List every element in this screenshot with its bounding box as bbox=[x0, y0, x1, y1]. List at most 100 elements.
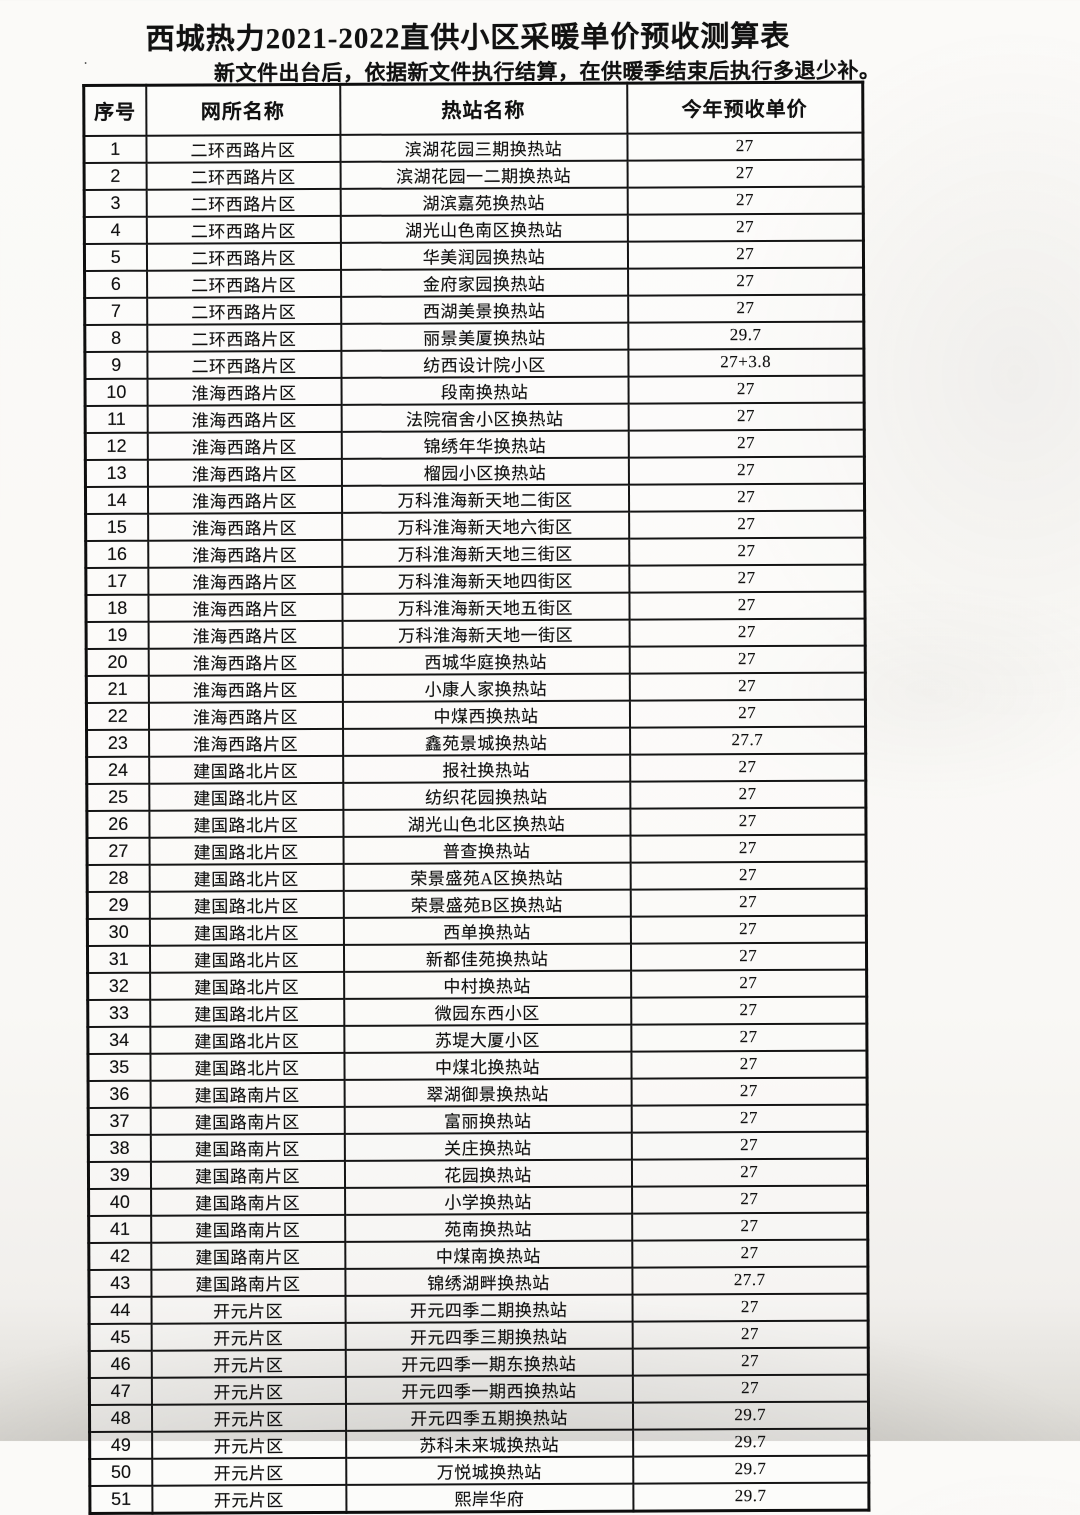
price-value: 27 bbox=[628, 483, 865, 512]
row-index: 6 bbox=[84, 270, 147, 298]
network-name: 建国路北片区 bbox=[148, 755, 343, 784]
table-row: 12 淮海西路片区 锦绣年华换热站 27 bbox=[85, 429, 865, 460]
network-name: 建国路北片区 bbox=[148, 782, 343, 811]
price-value: 27 bbox=[628, 510, 865, 539]
row-index: 3 bbox=[84, 189, 147, 217]
table-row: 4 二环西路片区 湖光山色南区换热站 27 bbox=[84, 213, 864, 244]
row-index: 29 bbox=[87, 891, 150, 919]
network-name: 建国路南片区 bbox=[150, 1268, 346, 1297]
row-index: 25 bbox=[86, 783, 149, 811]
table-row: 16 淮海西路片区 万科淮海新天地三街区 27 bbox=[85, 537, 865, 568]
station-name: 万科淮海新天地六街区 bbox=[341, 511, 629, 540]
network-name: 淮海西路片区 bbox=[148, 728, 343, 757]
price-value: 27 bbox=[627, 186, 864, 215]
network-name: 建国路北片区 bbox=[149, 998, 344, 1027]
table-row: 1 二环西路片区 滨湖花园三期换热站 27 bbox=[83, 132, 864, 163]
station-name: 万科淮海新天地四街区 bbox=[341, 565, 629, 594]
price-value: 27 bbox=[631, 1077, 868, 1106]
row-index: 28 bbox=[87, 864, 150, 892]
station-name: 湖光山色南区换热站 bbox=[340, 214, 628, 243]
row-index: 1 bbox=[83, 135, 147, 163]
table-row: 44 开元片区 开元四季二期换热站 27 bbox=[89, 1293, 869, 1324]
table-row: 50 开元片区 万悦城换热站 29.7 bbox=[89, 1455, 869, 1486]
row-index: 42 bbox=[88, 1242, 151, 1270]
row-index: 37 bbox=[88, 1107, 151, 1135]
network-name: 建国路南片区 bbox=[150, 1187, 345, 1216]
row-index: 34 bbox=[87, 1026, 150, 1054]
scan-artifact-mark: · bbox=[83, 55, 91, 72]
table-row: 36 建国路南片区 翠湖御景换热站 27 bbox=[88, 1077, 868, 1108]
network-name: 淮海西路片区 bbox=[147, 485, 342, 514]
price-value: 27.7 bbox=[629, 726, 866, 755]
network-name: 建国路北片区 bbox=[149, 836, 344, 865]
network-name: 淮海西路片区 bbox=[147, 404, 342, 433]
table-row: 7 二环西路片区 西湖美景换热站 27 bbox=[84, 294, 864, 325]
network-name: 开元片区 bbox=[151, 1430, 346, 1459]
price-value: 27 bbox=[629, 753, 866, 782]
table-row: 30 建国路北片区 西单换热站 27 bbox=[87, 915, 867, 946]
table-row: 15 淮海西路片区 万科淮海新天地六街区 27 bbox=[85, 510, 865, 541]
row-index: 15 bbox=[85, 513, 148, 541]
table-row: 25 建国路北片区 纺织花园换热站 27 bbox=[86, 780, 866, 811]
row-index: 10 bbox=[85, 378, 148, 406]
table-row: 11 淮海西路片区 法院宿舍小区换热站 27 bbox=[85, 402, 865, 433]
network-name: 淮海西路片区 bbox=[147, 593, 343, 622]
row-index: 13 bbox=[85, 459, 148, 487]
station-name: 万科淮海新天地二街区 bbox=[341, 484, 629, 513]
network-name: 建国路北片区 bbox=[149, 944, 344, 973]
network-name: 淮海西路片区 bbox=[147, 566, 342, 595]
row-index: 38 bbox=[88, 1134, 151, 1162]
station-name: 中煤西换热站 bbox=[342, 700, 630, 729]
network-name: 开元片区 bbox=[151, 1322, 346, 1351]
table-row: 38 建国路南片区 关庄换热站 27 bbox=[88, 1131, 868, 1162]
station-name: 荣景盛苑B区换热站 bbox=[343, 889, 631, 918]
price-value: 27 bbox=[627, 294, 864, 323]
station-name: 开元四季一期西换热站 bbox=[345, 1375, 633, 1404]
table-row: 31 建国路北片区 新都佳苑换热站 27 bbox=[87, 942, 867, 973]
price-value: 27 bbox=[630, 915, 867, 944]
network-name: 建国路北片区 bbox=[149, 863, 344, 892]
station-name: 报社换热站 bbox=[342, 754, 630, 783]
table-row: 28 建国路北片区 荣景盛苑A区换热站 27 bbox=[87, 861, 867, 892]
price-value: 27 bbox=[627, 213, 864, 242]
network-name: 淮海西路片区 bbox=[148, 647, 343, 676]
row-index: 30 bbox=[87, 918, 150, 946]
network-name: 开元片区 bbox=[151, 1295, 346, 1324]
price-value: 27 bbox=[630, 942, 867, 971]
station-name: 万悦城换热站 bbox=[345, 1456, 633, 1485]
station-name: 法院宿舍小区换热站 bbox=[341, 403, 629, 432]
station-name: 段南换热站 bbox=[341, 376, 629, 405]
station-name: 新都佳苑换热站 bbox=[343, 943, 631, 972]
column-header-station: 热站名称 bbox=[339, 83, 627, 135]
table-row: 13 淮海西路片区 榴园小区换热站 27 bbox=[85, 456, 865, 487]
station-name: 西城华庭换热站 bbox=[342, 646, 630, 675]
network-name: 二环西路片区 bbox=[146, 296, 341, 325]
table-row: 34 建国路北片区 苏堤大厦小区 27 bbox=[87, 1023, 867, 1054]
row-index: 51 bbox=[89, 1485, 152, 1513]
pricing-table: 序号 网所名称 热站名称 今年预收单价 1 二环西路片区 滨湖花园三期换热站 27 2 二… bbox=[82, 80, 871, 1515]
table-row: 10 淮海西路片区 段南换热站 27 bbox=[85, 375, 865, 406]
row-index: 17 bbox=[85, 567, 148, 595]
column-header-index: 序号 bbox=[83, 85, 146, 136]
network-name: 建国路南片区 bbox=[150, 1133, 345, 1162]
row-index: 49 bbox=[89, 1431, 152, 1459]
price-value: 29.7 bbox=[632, 1401, 869, 1430]
row-index: 20 bbox=[86, 648, 149, 676]
network-name: 淮海西路片区 bbox=[147, 539, 342, 568]
price-value: 27 bbox=[628, 402, 865, 431]
table-row: 20 淮海西路片区 西城华庭换热站 27 bbox=[86, 645, 866, 676]
network-name: 淮海西路片区 bbox=[148, 701, 343, 730]
row-index: 43 bbox=[88, 1269, 152, 1297]
row-index: 47 bbox=[89, 1377, 152, 1405]
station-name: 纺西设计院小区 bbox=[340, 349, 628, 378]
row-index: 45 bbox=[89, 1323, 152, 1351]
price-value: 27 bbox=[628, 456, 865, 485]
price-value: 27 bbox=[632, 1320, 869, 1349]
table-row: 51 开元片区 熙岸华府 29.7 bbox=[89, 1482, 869, 1513]
table-row: 5 二环西路片区 华美润园换热站 27 bbox=[84, 240, 864, 271]
table-row: 22 淮海西路片区 中煤西换热站 27 bbox=[86, 699, 866, 730]
price-value: 29.7 bbox=[632, 1428, 869, 1457]
document-title: 西城热力2021-2022直供小区采暖单价预收测算表 bbox=[145, 20, 791, 56]
row-index: 8 bbox=[84, 324, 147, 352]
row-index: 44 bbox=[89, 1296, 152, 1324]
